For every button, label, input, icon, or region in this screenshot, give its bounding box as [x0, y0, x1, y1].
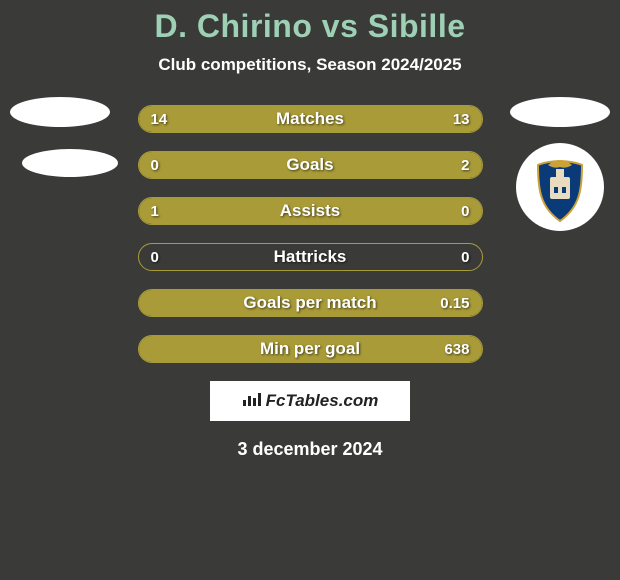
stat-row-goals: 0 Goals 2	[138, 151, 483, 179]
stat-row-matches: 14 Matches 13	[138, 105, 483, 133]
stat-val-right: 0	[461, 198, 469, 224]
stat-row-goals-per-match: Goals per match 0.15	[138, 289, 483, 317]
stat-label: Goals per match	[139, 290, 482, 316]
team-logo-right-crest	[516, 143, 604, 231]
stat-row-min-per-goal: Min per goal 638	[138, 335, 483, 363]
stat-bars: 14 Matches 13 0 Goals 2 1 Assists 0	[138, 105, 483, 363]
brand-badge: FcTables.com	[210, 381, 410, 421]
stat-label: Assists	[139, 198, 482, 224]
brand-text: FcTables.com	[266, 391, 379, 411]
stat-val-right: 638	[444, 336, 469, 362]
chart-icon	[242, 391, 262, 412]
stat-label: Min per goal	[139, 336, 482, 362]
stat-val-right: 0.15	[440, 290, 469, 316]
stat-row-assists: 1 Assists 0	[138, 197, 483, 225]
stat-label: Goals	[139, 152, 482, 178]
stat-label: Matches	[139, 106, 482, 132]
team-logo-left-placeholder-2	[22, 149, 118, 177]
date-text: 3 december 2024	[0, 439, 620, 460]
stat-val-right: 13	[453, 106, 470, 132]
content-area: 14 Matches 13 0 Goals 2 1 Assists 0	[0, 105, 620, 460]
page-title: D. Chirino vs Sibille	[0, 8, 620, 45]
stat-label: Hattricks	[139, 244, 482, 270]
comparison-card: D. Chirino vs Sibille Club competitions,…	[0, 0, 620, 460]
stat-val-right: 0	[461, 244, 469, 270]
stat-row-hattricks: 0 Hattricks 0	[138, 243, 483, 271]
team-logo-right-placeholder-1	[510, 97, 610, 127]
stat-val-right: 2	[461, 152, 469, 178]
subtitle: Club competitions, Season 2024/2025	[0, 55, 620, 75]
crest-icon	[532, 159, 588, 223]
team-logo-left-placeholder-1	[10, 97, 110, 127]
